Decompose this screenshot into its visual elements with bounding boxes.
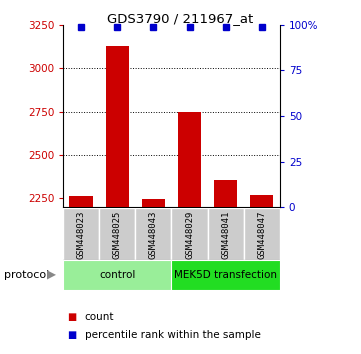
Text: ▶: ▶ — [47, 269, 56, 282]
Text: control: control — [99, 270, 135, 280]
Bar — [63, 208, 99, 260]
Bar — [208, 208, 244, 260]
Text: ■: ■ — [67, 312, 76, 322]
Text: GSM448041: GSM448041 — [221, 210, 230, 259]
Text: GSM448029: GSM448029 — [185, 210, 194, 259]
Text: GSM448023: GSM448023 — [77, 210, 86, 259]
Bar — [178, 112, 201, 207]
Bar — [135, 208, 171, 260]
Bar — [142, 199, 165, 207]
Bar — [171, 208, 208, 260]
Bar — [214, 180, 237, 207]
Bar — [99, 208, 135, 260]
Text: percentile rank within the sample: percentile rank within the sample — [85, 330, 261, 339]
Bar — [69, 196, 93, 207]
Text: ■: ■ — [67, 330, 76, 339]
Text: GSM448047: GSM448047 — [257, 210, 266, 259]
Text: GSM448025: GSM448025 — [113, 210, 122, 259]
Bar — [250, 195, 274, 207]
Text: MEK5D transfection: MEK5D transfection — [174, 270, 277, 280]
Bar — [105, 46, 129, 207]
Bar — [171, 260, 280, 290]
Text: protocol: protocol — [4, 270, 49, 280]
Text: count: count — [85, 312, 114, 322]
Text: GSM448043: GSM448043 — [149, 210, 158, 259]
Bar — [63, 260, 171, 290]
Bar — [244, 208, 280, 260]
Text: GDS3790 / 211967_at: GDS3790 / 211967_at — [107, 12, 254, 25]
